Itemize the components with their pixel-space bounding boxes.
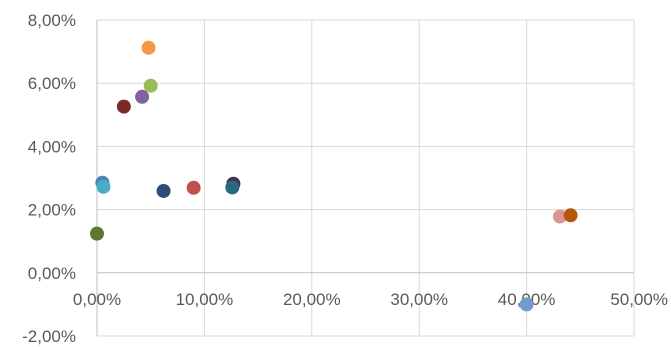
data-point <box>116 99 131 114</box>
data-point <box>96 179 111 194</box>
grid <box>97 19 635 337</box>
x-tick-label: 30,00% <box>390 290 448 309</box>
data-points <box>90 40 578 312</box>
data-point <box>143 78 158 93</box>
tick-labels: -2,00% 0,00% 2,00% 4,00% 6,00% 8,00% 0,00% 10,0… <box>22 11 668 346</box>
x-tick-label: 50,00% <box>610 290 668 309</box>
data-point <box>135 89 150 104</box>
y-tick-label: -2,00% <box>22 327 76 346</box>
x-tick-label: 20,00% <box>283 290 341 309</box>
y-tick-label: 8,00% <box>28 11 76 30</box>
y-tick-label: 4,00% <box>28 137 76 156</box>
x-tick-label: 0,00% <box>73 290 121 309</box>
axes <box>96 20 634 336</box>
data-point <box>90 226 104 241</box>
data-point <box>156 183 171 198</box>
data-point <box>141 40 156 55</box>
data-point <box>186 180 201 195</box>
data-point <box>519 297 534 312</box>
y-tick-label: 6,00% <box>28 74 76 93</box>
y-tick-label: 0,00% <box>28 264 76 283</box>
data-point <box>225 180 240 195</box>
data-point <box>552 209 567 224</box>
x-tick-label: 10,00% <box>176 290 234 309</box>
y-tick-label: 2,00% <box>28 201 76 220</box>
data-point <box>563 208 578 223</box>
